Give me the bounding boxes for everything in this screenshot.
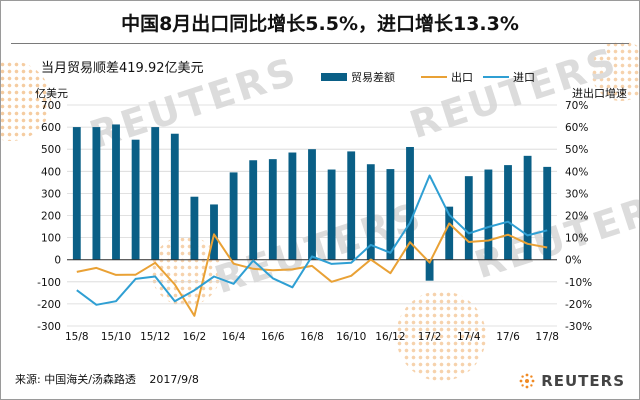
legend-label-export: 出口: [451, 71, 473, 84]
x-tick-label: 17/8: [535, 331, 559, 343]
y-right-tick-label: -10%: [565, 277, 592, 289]
x-tick-label: 16/4: [222, 331, 246, 343]
bar-trade-balance: [543, 166, 552, 260]
bar-trade-balance: [504, 165, 512, 260]
bar-trade-balance: [249, 160, 258, 260]
y-left-tick-label: 400: [41, 166, 61, 178]
bar-trade-balance: [210, 204, 218, 260]
y-right-tick-label: -20%: [565, 299, 592, 311]
y-right-tick-label: 40%: [565, 166, 588, 178]
bar-trade-balance: [170, 133, 179, 260]
bar-trade-balance: [327, 169, 336, 260]
bar-trade-balance: [72, 127, 81, 260]
x-tick-label: 17/4: [457, 331, 481, 343]
bar-trade-balance: [406, 146, 414, 260]
legend-item-export: 出口: [421, 69, 473, 85]
left-axis-unit: 亿美元: [35, 87, 68, 100]
bar-trade-balance: [229, 172, 238, 260]
x-tick-label: 15/12: [140, 331, 170, 343]
bar-trade-balance: [92, 127, 101, 260]
y-left-tick-label: 600: [41, 122, 61, 134]
reuters-dots-icon: [519, 373, 535, 389]
x-tick-label: 16/2: [183, 331, 207, 343]
y-left-tick-label: 500: [41, 144, 61, 156]
y-left-tick-label: -300: [37, 321, 61, 333]
y-left-tick-label: -100: [37, 277, 61, 289]
y-right-tick-label: 10%: [565, 233, 588, 245]
bar-trade-balance: [445, 206, 454, 260]
y-left-tick-label: 100: [41, 233, 61, 245]
x-tick-label: 16/12: [375, 331, 405, 343]
legend-item-import: 进口: [483, 69, 535, 85]
legend-swatch-import: [483, 76, 509, 78]
y-right-tick-label: 20%: [565, 211, 588, 223]
series-line-import: [76, 174, 548, 306]
decor-dots-right: [396, 291, 486, 381]
y-right-tick-label: -30%: [565, 321, 592, 333]
legend-swatch-bar: [321, 73, 347, 81]
y-left-tick-label: 0: [54, 255, 61, 267]
x-tick-label: 17/6: [496, 331, 520, 343]
bar-trade-balance: [464, 176, 473, 260]
y-left-tick-label: 700: [41, 100, 61, 112]
legend-item-trade-balance: 贸易差额: [321, 69, 395, 85]
bar-trade-balance: [366, 164, 375, 260]
title-divider: [11, 43, 629, 44]
bar-trade-balance: [386, 169, 395, 260]
x-tick-label: 15/10: [101, 331, 131, 343]
bar-trade-balance: [268, 159, 277, 260]
chart-title: 中国8月出口同比增长5.5%，进口增长13.3%: [121, 13, 519, 35]
bar-trade-balance: [112, 124, 120, 260]
bar-trade-balance: [151, 127, 160, 260]
date-text: 2017/9/8: [149, 373, 199, 386]
legend-label-import: 进口: [513, 71, 535, 84]
x-tick-label: 16/10: [336, 331, 366, 343]
x-tick-label: 15/8: [65, 331, 89, 343]
bar-trade-balance: [425, 259, 434, 281]
x-tick-label: 16/6: [261, 331, 285, 343]
x-tick-label: 17/2: [418, 331, 442, 343]
chart-subtitle: 当月贸易顺差419.92亿美元: [41, 61, 204, 76]
y-left-tick-label: 200: [41, 211, 61, 223]
y-left-tick-label: 300: [41, 188, 61, 200]
legend-label-trade-balance: 贸易差额: [351, 71, 395, 84]
source-text: 来源: 中国海关/汤森路透: [15, 373, 136, 386]
right-axis-unit: 进出口增速: [572, 87, 627, 100]
y-right-tick-label: 60%: [565, 122, 588, 134]
series-line-export: [76, 222, 548, 317]
legend-swatch-export: [421, 76, 447, 78]
footer: 来源: 中国海关/汤森路透 2017/9/8: [15, 371, 199, 387]
reuters-logo: REUTERS: [518, 372, 625, 390]
bar-trade-balance: [308, 149, 316, 260]
bar-trade-balance: [288, 152, 297, 260]
y-left-tick-label: -200: [37, 299, 61, 311]
bar-trade-balance: [523, 155, 532, 260]
brand-text: REUTERS: [541, 372, 625, 390]
x-tick-label: 16/8: [300, 331, 324, 343]
y-right-tick-label: 50%: [565, 144, 588, 156]
y-right-tick-label: 70%: [565, 100, 588, 112]
bar-trade-balance: [347, 151, 356, 260]
bar-trade-balance: [484, 169, 493, 260]
bar-trade-balance: [190, 196, 199, 260]
y-right-tick-label: 0%: [565, 255, 582, 267]
decor-dots-top-right: [591, 41, 639, 101]
bar-trade-balance: [131, 139, 140, 260]
y-right-tick-label: 30%: [565, 188, 588, 200]
